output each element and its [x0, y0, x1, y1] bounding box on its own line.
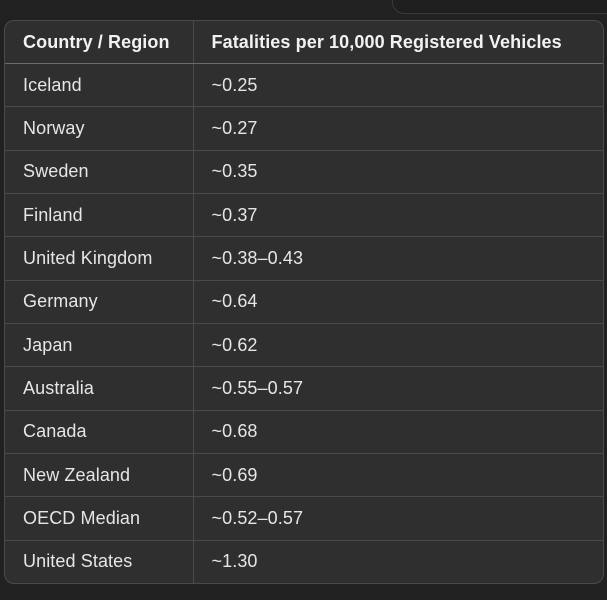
table-header-row: Country / Region Fatalities per 10,000 R… — [5, 21, 603, 64]
table-row: Norway ~0.27 — [5, 106, 603, 151]
cell-fatalities: ~0.38–0.43 — [193, 236, 603, 281]
table-row: Canada ~0.68 — [5, 410, 603, 454]
cell-fatalities: ~0.27 — [193, 106, 603, 151]
bottom-strip — [0, 586, 607, 600]
table-row: Australia ~0.55–0.57 — [5, 366, 603, 411]
table-row: Iceland ~0.25 — [5, 63, 603, 108]
table-row: Sweden ~0.35 — [5, 150, 603, 194]
header-fatalities: Fatalities per 10,000 Registered Vehicle… — [193, 21, 603, 64]
table-row: OECD Median ~0.52–0.57 — [5, 496, 603, 541]
top-toolbar-fragment — [392, 0, 607, 14]
header-country: Country / Region — [5, 21, 194, 64]
cell-country: New Zealand — [5, 453, 194, 498]
cell-country: Germany — [5, 280, 194, 324]
cell-fatalities: ~0.52–0.57 — [193, 496, 603, 541]
table-row: Germany ~0.64 — [5, 280, 603, 324]
cell-country: United Kingdom — [5, 236, 194, 281]
cell-fatalities: ~0.64 — [193, 280, 603, 324]
cell-fatalities: ~0.55–0.57 — [193, 366, 603, 411]
cell-fatalities: ~0.37 — [193, 193, 603, 238]
fatalities-table: Country / Region Fatalities per 10,000 R… — [5, 21, 603, 583]
table-row: Finland ~0.37 — [5, 193, 603, 238]
cell-country: Canada — [5, 410, 194, 454]
cell-country: Finland — [5, 193, 194, 238]
table-row: Japan ~0.62 — [5, 323, 603, 368]
cell-fatalities: ~0.68 — [193, 410, 603, 454]
cell-country: Norway — [5, 106, 194, 151]
fatalities-table-container: Country / Region Fatalities per 10,000 R… — [4, 20, 604, 584]
cell-fatalities: ~0.35 — [193, 150, 603, 194]
cell-country: Sweden — [5, 150, 194, 194]
table-row: United Kingdom ~0.38–0.43 — [5, 236, 603, 281]
top-strip — [0, 0, 607, 14]
table-row: United States ~1.30 — [5, 540, 603, 583]
cell-fatalities: ~0.25 — [193, 63, 603, 108]
table-row: New Zealand ~0.69 — [5, 453, 603, 498]
cell-country: OECD Median — [5, 496, 194, 541]
cell-fatalities: ~1.30 — [211, 551, 258, 572]
cell-country: Japan — [5, 323, 194, 368]
cell-country: United States — [5, 540, 194, 583]
cell-country: Iceland — [5, 63, 194, 108]
cell-fatalities: ~0.69 — [193, 453, 603, 498]
cell-fatalities: ~0.62 — [193, 323, 603, 368]
cell-country: Australia — [5, 366, 194, 411]
